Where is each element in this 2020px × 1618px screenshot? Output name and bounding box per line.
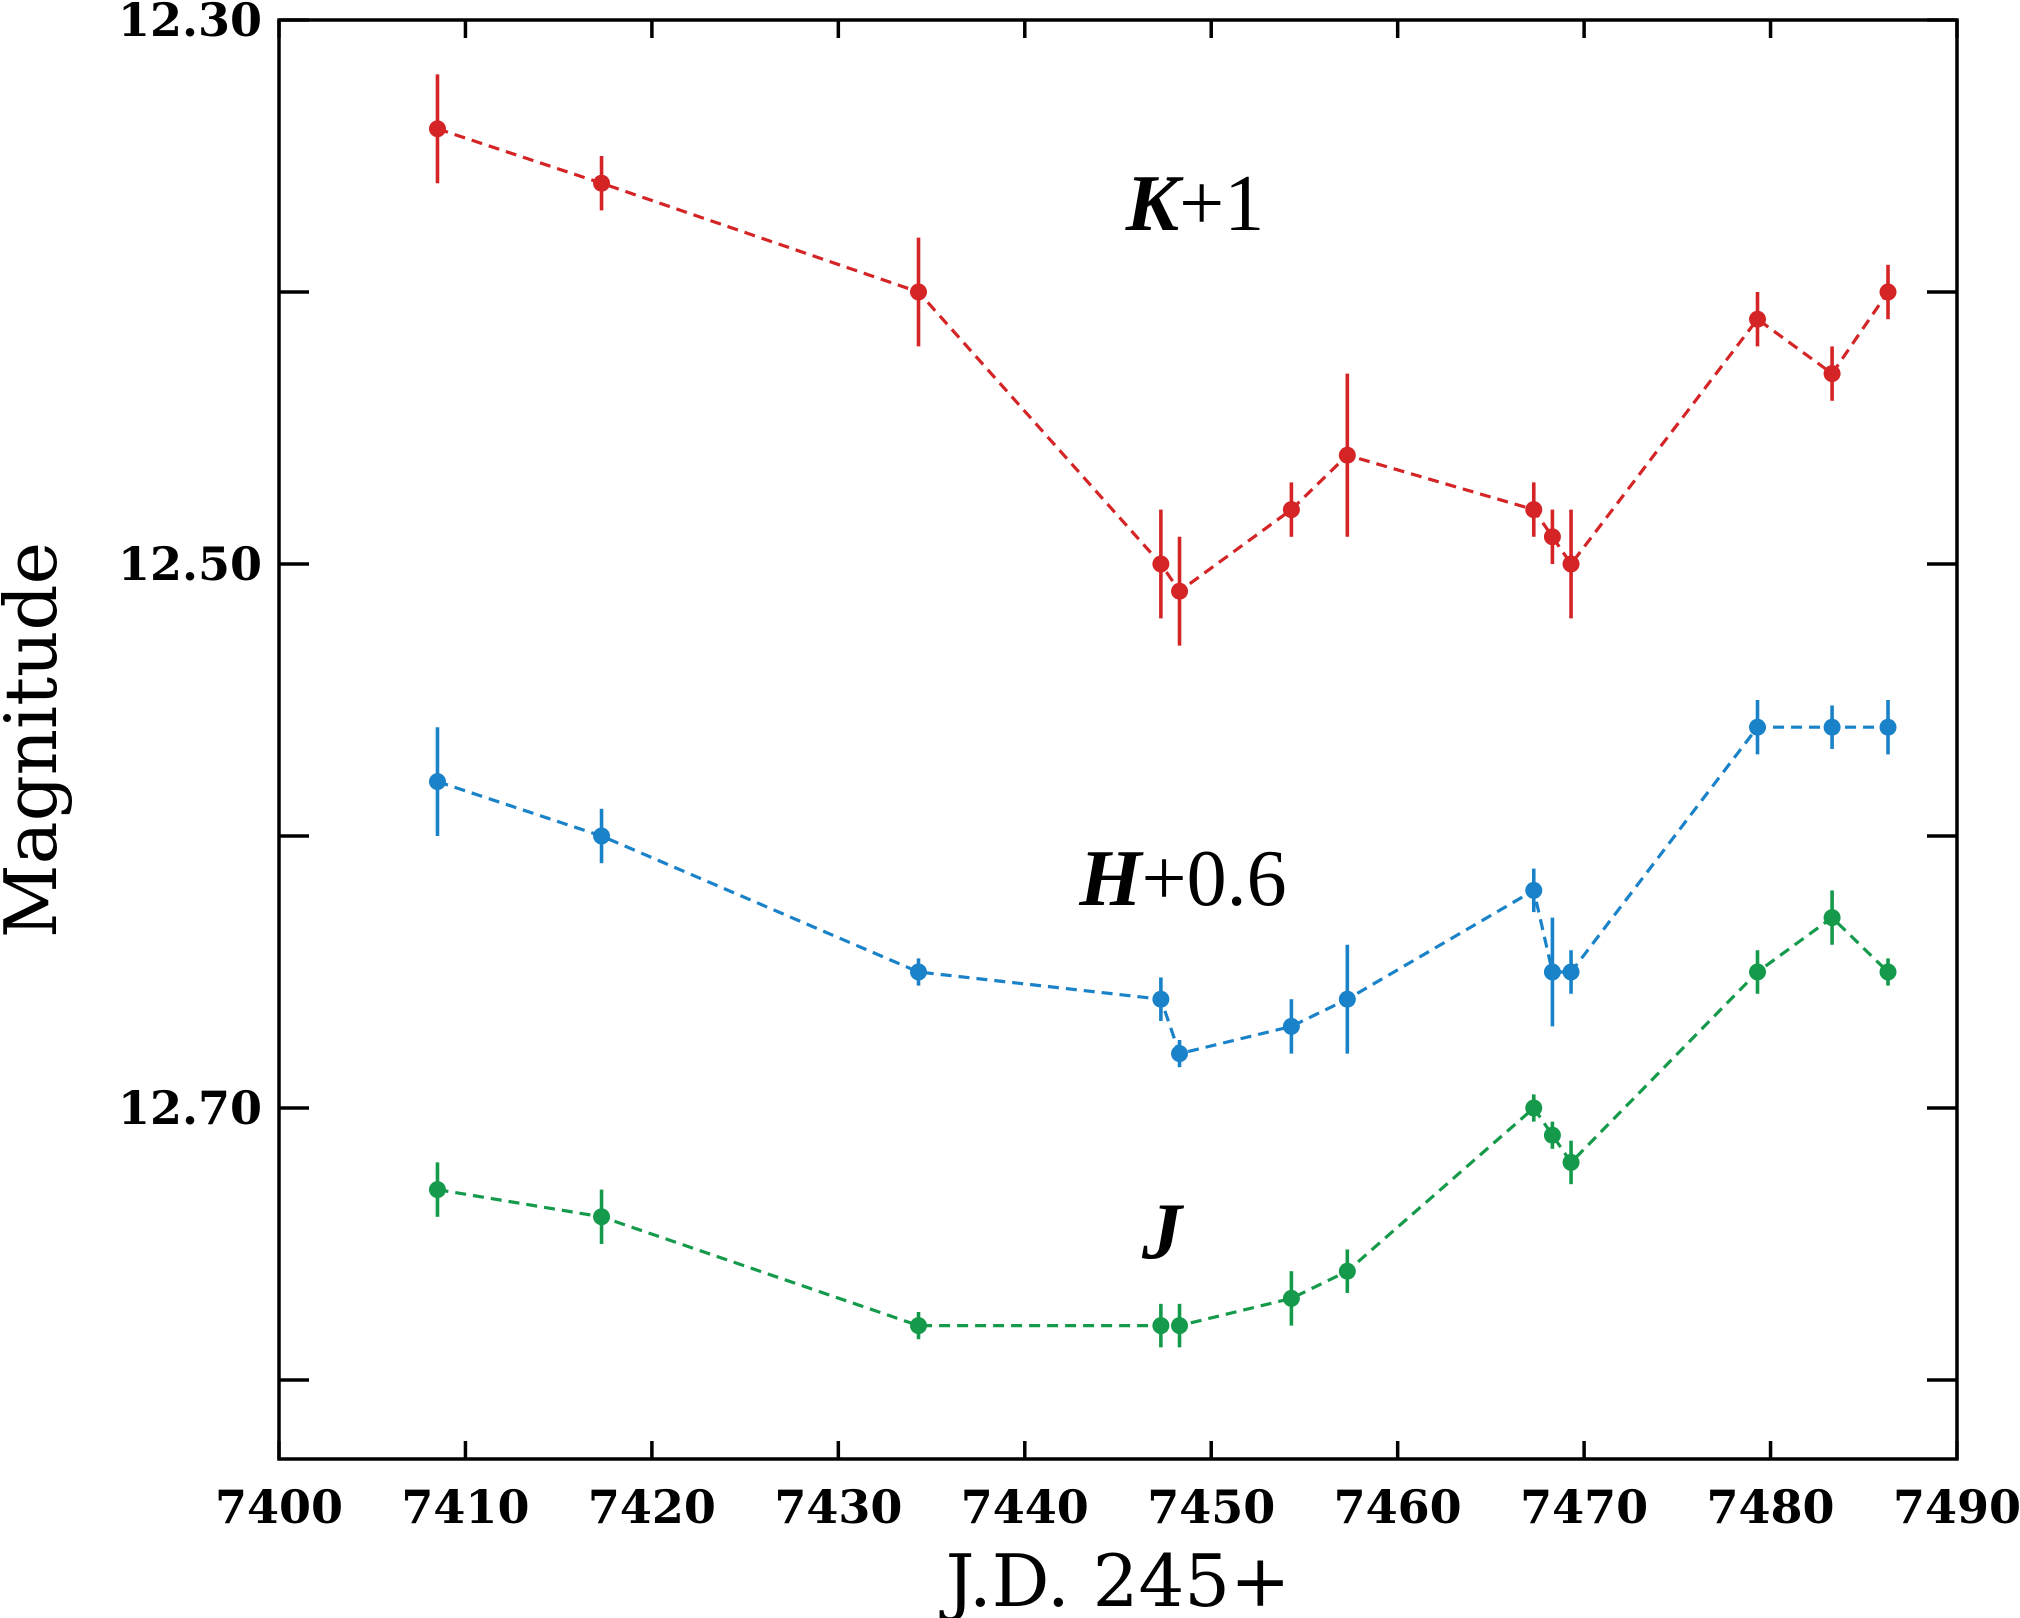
- data-point: [593, 174, 611, 192]
- data-point: [1282, 1289, 1300, 1307]
- data-point: [910, 1317, 928, 1335]
- data-point: [1823, 365, 1841, 383]
- series-label-0: K+1: [1125, 160, 1264, 248]
- data-point: [1562, 1153, 1580, 1171]
- data-point: [1152, 1317, 1170, 1335]
- x-tick-label: 7450: [1147, 1480, 1275, 1534]
- x-tick-label: 7460: [1334, 1480, 1462, 1534]
- data-point: [1338, 990, 1356, 1008]
- x-tick-label: 7410: [401, 1480, 529, 1534]
- x-tick-label: 7420: [588, 1480, 716, 1534]
- label-layer: K+1 H+0.6 J: [1078, 160, 1286, 1276]
- x-tick-label: 7470: [1520, 1480, 1648, 1534]
- data-point: [1879, 963, 1897, 981]
- data-point: [1823, 718, 1841, 736]
- x-tick-label: 7490: [1893, 1480, 2020, 1534]
- data-point: [1879, 283, 1897, 301]
- series-0: [428, 74, 1897, 646]
- series-label-main: J: [1141, 1188, 1185, 1276]
- series-label-suffix: +0.6: [1142, 835, 1287, 923]
- data-point: [1525, 881, 1543, 899]
- data-point: [1282, 501, 1300, 519]
- data-point: [1749, 718, 1767, 736]
- data-point: [1749, 310, 1767, 328]
- plot-frame: [277, 18, 1959, 1461]
- series-label-main: H: [1078, 835, 1144, 923]
- x-tick-label: 7430: [774, 1480, 902, 1534]
- data-point: [1282, 1017, 1300, 1035]
- y-tick-label: 12.30: [118, 0, 262, 47]
- data-point: [428, 773, 446, 791]
- y-tick-label: 12.50: [118, 537, 262, 591]
- series-label-1: H+0.6: [1078, 835, 1286, 923]
- x-tick-label: 7400: [215, 1480, 343, 1534]
- y-tick-label: 12.70: [118, 1081, 262, 1135]
- data-point: [1525, 1099, 1543, 1117]
- data-point: [1171, 582, 1189, 600]
- data-point: [1338, 446, 1356, 464]
- x-tick-label: 7440: [961, 1480, 1089, 1534]
- data-point: [1171, 1045, 1189, 1063]
- data-point: [1543, 528, 1561, 546]
- data-point: [1749, 963, 1767, 981]
- series-2: [428, 890, 1897, 1348]
- data-point: [910, 283, 928, 301]
- data-point: [593, 827, 611, 845]
- series-1: [428, 700, 1897, 1068]
- tick-layer: 7400 7410 7420 7430 7440 7450 7460 7470 7480 7490…: [118, 0, 2020, 1534]
- data-point: [910, 963, 928, 981]
- data-point: [1152, 990, 1170, 1008]
- series-label-suffix: +1: [1179, 160, 1264, 248]
- series-layer: [428, 74, 1897, 1348]
- data-point: [1152, 555, 1170, 573]
- series-label-2: J: [1141, 1188, 1185, 1276]
- x-axis-title: J.D. 245+: [939, 1539, 1291, 1618]
- data-point: [593, 1208, 611, 1226]
- series-label-main: K: [1125, 160, 1184, 248]
- y-axis-title: Magnitude: [0, 542, 73, 938]
- data-point: [428, 1181, 446, 1199]
- data-point: [1338, 1262, 1356, 1280]
- data-point: [1525, 501, 1543, 519]
- x-tick-label: 7480: [1707, 1480, 1835, 1534]
- data-point: [1562, 963, 1580, 981]
- data-point: [1543, 963, 1561, 981]
- data-point: [1562, 555, 1580, 573]
- data-point: [1171, 1317, 1189, 1335]
- data-point: [428, 120, 446, 138]
- data-point: [1879, 718, 1897, 736]
- data-point: [1543, 1126, 1561, 1144]
- data-point: [1823, 909, 1841, 927]
